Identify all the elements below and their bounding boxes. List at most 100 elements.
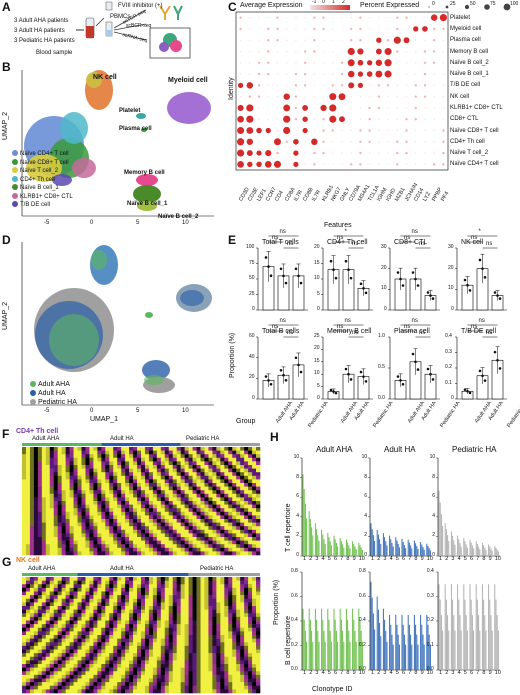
heatmap-cell <box>129 537 134 541</box>
heatmap-cell <box>216 584 221 589</box>
dot-plot-dot <box>405 50 408 53</box>
heatmap-cell <box>89 595 94 600</box>
heatmap-cell <box>196 475 201 480</box>
heatmap-cell <box>192 598 197 603</box>
heatmap-cell <box>69 584 74 589</box>
dot-plot-dot <box>424 107 426 109</box>
dot-plot-dot <box>350 163 353 166</box>
clonotype-xtick: 5 <box>395 670 399 676</box>
clonotype-bar <box>385 541 387 556</box>
heatmap-cell <box>129 631 134 636</box>
heatmap-cell <box>137 638 142 643</box>
heatmap-cell <box>200 638 205 643</box>
heatmap-cell <box>216 682 221 687</box>
clonotype-bar <box>370 581 372 670</box>
heatmap-cell <box>121 519 126 523</box>
heatmap-cell <box>85 497 90 502</box>
heatmap-cell <box>57 475 62 480</box>
heatmap-cell <box>141 606 146 610</box>
heatmap-cell <box>105 591 110 596</box>
heatmap-cell <box>133 547 138 552</box>
heatmap-cell <box>57 587 62 592</box>
heatmap-cell <box>176 606 181 610</box>
heatmap-cell <box>81 635 86 639</box>
heatmap-cell <box>133 511 138 516</box>
heatmap-cell <box>37 450 43 455</box>
heatmap-cell <box>240 624 245 629</box>
heatmap-cell <box>101 511 106 516</box>
heatmap-cell <box>33 674 39 679</box>
clonotype-bar <box>329 541 331 556</box>
heatmap-cell <box>57 685 62 690</box>
heatmap-cell <box>117 638 122 643</box>
heatmap-cell <box>125 544 130 549</box>
clonotype-ytick: 0.0 <box>358 666 366 672</box>
heatmap-cell <box>93 649 98 654</box>
heatmap-cell <box>152 486 158 491</box>
heatmap-cell <box>49 511 55 516</box>
bcr-label: scBCR-seq <box>126 23 152 29</box>
heatmap-cell <box>184 551 189 556</box>
dot-plot-dot <box>295 129 297 132</box>
dot-plot-dot <box>283 104 291 112</box>
clonotype-bar <box>411 548 413 556</box>
dot-plot-dot <box>283 126 291 135</box>
dot-plot-dot <box>378 152 380 154</box>
heatmap-cell <box>152 447 158 451</box>
heatmap-cell <box>69 501 74 505</box>
dot-plot-dot <box>295 62 297 64</box>
heatmap-cell <box>85 544 90 549</box>
heatmap-cell <box>73 584 78 589</box>
pct-expressed-scale <box>428 3 511 11</box>
heatmap-cell <box>129 595 134 600</box>
heatmap-cell <box>184 620 189 625</box>
heatmap-cell <box>113 685 118 690</box>
clonotype-bar <box>407 539 409 556</box>
heatmap-cell <box>117 653 122 658</box>
dot-plot-row-label: CD4+ Th cell <box>450 138 485 145</box>
heatmap-cell <box>65 591 70 596</box>
heatmap-cell <box>160 508 166 513</box>
heatmap-cell <box>192 689 197 694</box>
dot-plot-dot <box>258 107 260 109</box>
heatmap-cell <box>61 624 66 629</box>
heatmap-cell <box>113 450 118 455</box>
clonotype-bar <box>342 544 344 556</box>
heatmap-cell <box>204 649 209 654</box>
heatmap-cell <box>156 515 162 520</box>
dot-plot-dot <box>276 151 279 155</box>
heatmap-cell <box>81 533 86 538</box>
heatmap-cell <box>141 511 146 516</box>
heatmap-cell <box>228 501 233 505</box>
dot-plot-dot <box>295 28 297 30</box>
heatmap-cell <box>160 653 166 658</box>
heatmap-cell <box>113 551 118 556</box>
significance-label: ns <box>471 235 478 241</box>
significance-label: ns <box>411 318 418 324</box>
heatmap-cell <box>113 664 118 668</box>
heatmap-cell <box>216 508 221 513</box>
heatmap-cell <box>164 638 170 643</box>
heatmap-cell <box>144 591 150 596</box>
heatmap-cell <box>252 540 257 545</box>
heatmap-cell <box>97 511 102 516</box>
heatmap-cell <box>168 616 174 621</box>
heatmap-cell <box>85 533 90 538</box>
clonotype-xtick: 10 <box>426 670 433 676</box>
heatmap-cell <box>73 671 78 676</box>
heatmap-cell <box>188 508 193 513</box>
heatmap-cell <box>196 642 201 647</box>
heatmap-cell <box>69 656 74 661</box>
dot-plot-dot <box>341 50 343 53</box>
dot-plot-dot <box>375 70 383 78</box>
heatmap-cell <box>220 595 225 600</box>
heatmap-cell <box>176 522 181 527</box>
heatmap-cell <box>232 519 237 523</box>
heatmap-cell <box>109 486 114 491</box>
heatmap-cell <box>113 584 118 589</box>
heatmap-cell <box>81 645 86 650</box>
heatmap-cell <box>22 501 27 505</box>
heatmap-cell <box>37 649 43 654</box>
heatmap-cell <box>81 649 86 654</box>
heatmap-cell <box>22 602 27 607</box>
